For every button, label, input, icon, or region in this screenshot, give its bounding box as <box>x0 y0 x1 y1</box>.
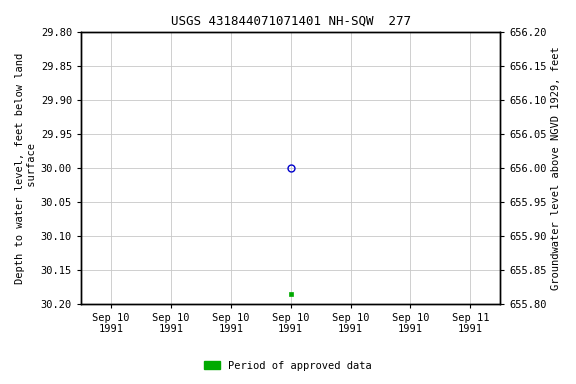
Y-axis label: Depth to water level, feet below land
 surface: Depth to water level, feet below land su… <box>15 52 37 283</box>
Title: USGS 431844071071401 NH-SQW  277: USGS 431844071071401 NH-SQW 277 <box>170 15 411 28</box>
Legend: Period of approved data: Period of approved data <box>200 357 376 375</box>
Y-axis label: Groundwater level above NGVD 1929, feet: Groundwater level above NGVD 1929, feet <box>551 46 561 290</box>
